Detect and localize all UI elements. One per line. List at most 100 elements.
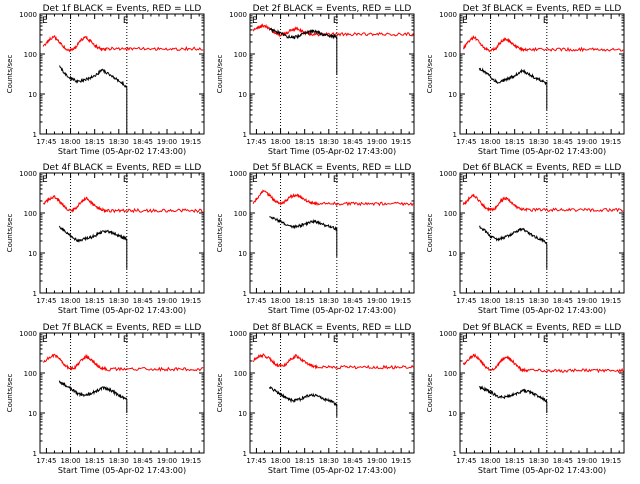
y-tick-label: 100 — [234, 210, 247, 218]
x-tick-label: 18:15 — [295, 457, 315, 465]
y-tick-label: 1 — [33, 290, 37, 298]
plot-frame — [459, 172, 625, 294]
e-marker-label: E — [252, 16, 258, 26]
lld-series-line — [42, 35, 108, 53]
lld-series-line — [42, 195, 108, 214]
panel-title: Det 3f BLACK = Events, RED = LLD — [463, 4, 622, 14]
e-marker-label: E — [333, 335, 339, 345]
events-series-line — [58, 65, 128, 134]
y-tick-label: 100 — [24, 370, 37, 378]
panel-det-5: Det 5f BLACK = Events, RED = LLD Counts/s… — [216, 163, 415, 315]
panel-title: Det 4f BLACK = Events, RED = LLD — [43, 163, 202, 173]
x-tick-label: 19:15 — [391, 297, 411, 305]
x-tick-label: 18:15 — [505, 457, 525, 465]
y-axis-label: Counts/sec — [426, 214, 434, 253]
y-tick-label: 100 — [234, 370, 247, 378]
x-tick-label: 18:00 — [270, 297, 290, 305]
x-tick-label: 19:00 — [577, 457, 597, 465]
x-axis-label: Start Time (05-Apr-02 17:43:00) — [478, 466, 606, 475]
x-tick-label: 17:45 — [246, 297, 266, 305]
x-tick-label: 18:00 — [60, 138, 80, 146]
y-tick-label: 1 — [243, 131, 247, 139]
events-series-line — [268, 27, 338, 75]
y-tick-label: 100 — [24, 210, 37, 218]
y-tick-label: 1000 — [19, 11, 37, 19]
events-series-line — [479, 385, 548, 413]
x-tick-label: 19:00 — [157, 457, 177, 465]
x-tick-label: 19:00 — [157, 297, 177, 305]
x-tick-label: 18:45 — [133, 138, 153, 146]
x-axis-label: Start Time (05-Apr-02 17:43:00) — [58, 147, 186, 156]
x-tick-label: 18:45 — [133, 457, 153, 465]
lld-series-line — [253, 353, 318, 370]
e-marker-label: E — [42, 335, 48, 345]
e-marker-label: E — [462, 16, 468, 26]
lld-series-line — [462, 353, 528, 373]
x-tick-label: 17:45 — [36, 297, 56, 305]
lld-series-line — [42, 353, 108, 372]
x-tick-label: 18:45 — [133, 297, 153, 305]
panel-det-1: Det 1f BLACK = Events, RED = LLD Counts/s… — [6, 4, 205, 156]
plot-frame — [249, 332, 415, 454]
x-tick-label: 18:30 — [319, 138, 339, 146]
x-tick-label: 17:45 — [246, 457, 266, 465]
e-marker-label: E — [462, 175, 468, 185]
e-marker-label: E — [543, 175, 549, 185]
y-tick-label: 100 — [444, 370, 457, 378]
panel-det-2: Det 2f BLACK = Events, RED = LLD Counts/s… — [216, 4, 415, 156]
x-tick-label: 18:30 — [319, 457, 339, 465]
x-axis-label: Start Time (05-Apr-02 17:43:00) — [268, 147, 396, 156]
y-tick-label: 1000 — [19, 330, 37, 338]
x-tick-label: 18:45 — [553, 297, 573, 305]
plot-frame — [459, 13, 625, 135]
panel-title: Det 7f BLACK = Events, RED = LLD — [43, 323, 202, 333]
plot-frame — [39, 172, 205, 294]
x-tick-label: 18:45 — [343, 138, 363, 146]
y-tick-label: 1000 — [439, 170, 457, 178]
y-axis-label: Counts/sec — [426, 374, 434, 413]
y-tick-label: 1 — [243, 450, 247, 458]
lld-series-line — [462, 193, 528, 213]
x-tick-label: 18:15 — [295, 138, 315, 146]
lld-series-tail — [317, 364, 414, 370]
y-tick-label: 10 — [238, 410, 247, 418]
e-marker-label: E — [543, 16, 549, 26]
e-marker-label: E — [42, 16, 48, 26]
x-tick-label: 18:15 — [505, 138, 525, 146]
y-axis-label: Counts/sec — [6, 55, 14, 94]
x-axis-label: Start Time (05-Apr-02 17:43:00) — [478, 147, 606, 156]
lld-series-line — [463, 35, 528, 53]
x-tick-label: 17:45 — [456, 138, 476, 146]
x-tick-label: 19:15 — [601, 138, 621, 146]
x-axis-label: Start Time (05-Apr-02 17:43:00) — [58, 466, 186, 475]
y-tick-label: 10 — [28, 91, 37, 99]
x-tick-label: 17:45 — [456, 457, 476, 465]
y-tick-label: 1 — [453, 131, 457, 139]
lld-series-tail — [107, 207, 204, 214]
x-axis-label: Start Time (05-Apr-02 17:43:00) — [58, 306, 186, 315]
panel-det-9: Det 9f BLACK = Events, RED = LLD Counts/s… — [426, 323, 625, 475]
y-tick-label: 10 — [448, 91, 457, 99]
lld-series-tail — [317, 31, 414, 37]
y-tick-label: 1000 — [229, 170, 247, 178]
lld-series-tail — [527, 46, 624, 53]
x-tick-label: 19:00 — [367, 297, 387, 305]
y-tick-label: 10 — [28, 250, 37, 258]
lld-series-tail — [527, 367, 624, 374]
x-tick-label: 18:30 — [529, 457, 549, 465]
plot-frame — [39, 332, 205, 454]
y-tick-label: 1 — [33, 131, 37, 139]
e-marker-label: E — [123, 16, 129, 26]
x-tick-label: 18:30 — [529, 138, 549, 146]
x-tick-label: 18:45 — [553, 138, 573, 146]
x-tick-label: 19:00 — [367, 457, 387, 465]
x-tick-label: 19:15 — [181, 297, 201, 305]
panel-det-6: Det 6f BLACK = Events, RED = LLD Counts/s… — [426, 163, 625, 315]
events-series-line — [478, 67, 548, 110]
e-marker-label: E — [252, 335, 258, 345]
plot-frame — [249, 172, 415, 294]
x-tick-label: 18:45 — [343, 297, 363, 305]
lld-series-tail — [107, 45, 204, 52]
